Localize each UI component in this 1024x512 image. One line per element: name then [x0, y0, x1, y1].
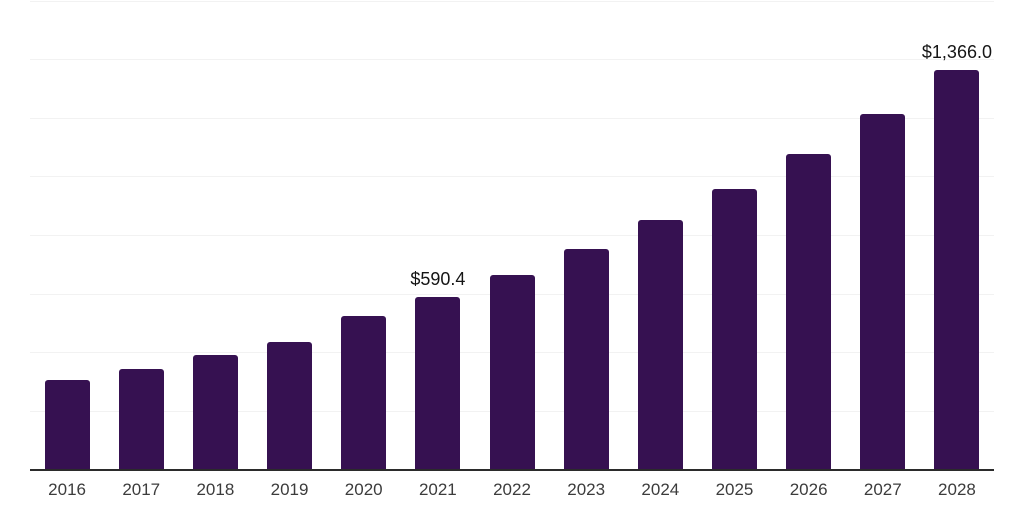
x-tick-label-2024: 2024 [641, 480, 680, 499]
x-tick-label-2019: 2019 [270, 480, 309, 499]
x-tick-label-2016: 2016 [48, 480, 86, 499]
x-tick-label-2023: 2023 [567, 480, 606, 499]
gridline-800 [30, 235, 994, 236]
bar-2020 [341, 315, 387, 470]
data-label-2028: $1,366.0 [921, 41, 992, 62]
x-tick-label-2021: 2021 [418, 480, 457, 499]
x-axis-line [30, 469, 994, 471]
bar-band-2019 [252, 1, 326, 470]
bar-band-2026 [772, 1, 846, 470]
gridline-1400 [30, 59, 994, 61]
data-label-2021: $590.4 [410, 268, 466, 289]
x-tick-label-2017: 2017 [122, 480, 161, 499]
bar-2026 [786, 153, 832, 470]
bar-band-2022 [475, 1, 549, 470]
bar-2021 [415, 296, 461, 470]
x-axis-labels: 2016 2017 2018 2019 2020 2021 2022 2023 2024 2025… [30, 480, 994, 500]
bar-2023 [563, 249, 609, 470]
x-tick-label-2020: 2020 [344, 480, 383, 499]
x-tick-label-2026: 2026 [789, 480, 828, 499]
bar-band-2027 [846, 1, 920, 470]
plot-area: $590.4 $1,366.0 [30, 0, 994, 470]
x-tick-label-2028: 2028 [938, 480, 976, 499]
bar-2022 [489, 274, 535, 470]
gridline-1000 [30, 176, 994, 178]
bar-band-2028: $1,366.0 [920, 1, 994, 470]
bar-2027 [860, 113, 906, 470]
x-tick-label-2022: 2022 [493, 480, 531, 499]
bar-band-2021: $590.4 [401, 1, 475, 470]
x-tick-label-2018: 2018 [196, 480, 235, 499]
bar-2017 [118, 368, 164, 470]
gridline-1600 [30, 0, 994, 2]
bar-series: $590.4 $1,366.0 [30, 1, 994, 470]
bar-band-2016 [30, 1, 104, 470]
bar-band-2023 [549, 1, 623, 470]
x-tick-label-2027: 2027 [863, 480, 902, 499]
bar-band-2024 [623, 1, 697, 470]
bar-2024 [637, 220, 683, 470]
x-tick-label-2025: 2025 [715, 480, 754, 499]
bar-band-2020 [327, 1, 401, 470]
bar-2025 [711, 188, 757, 470]
bar-2018 [192, 355, 238, 470]
bar-2028 [934, 69, 980, 470]
bar-2019 [267, 341, 313, 470]
bar-2016 [44, 379, 90, 470]
bar-band-2018 [178, 1, 252, 470]
bar-band-2017 [104, 1, 178, 470]
gridline-1200 [30, 117, 994, 119]
bar-band-2025 [697, 1, 771, 470]
